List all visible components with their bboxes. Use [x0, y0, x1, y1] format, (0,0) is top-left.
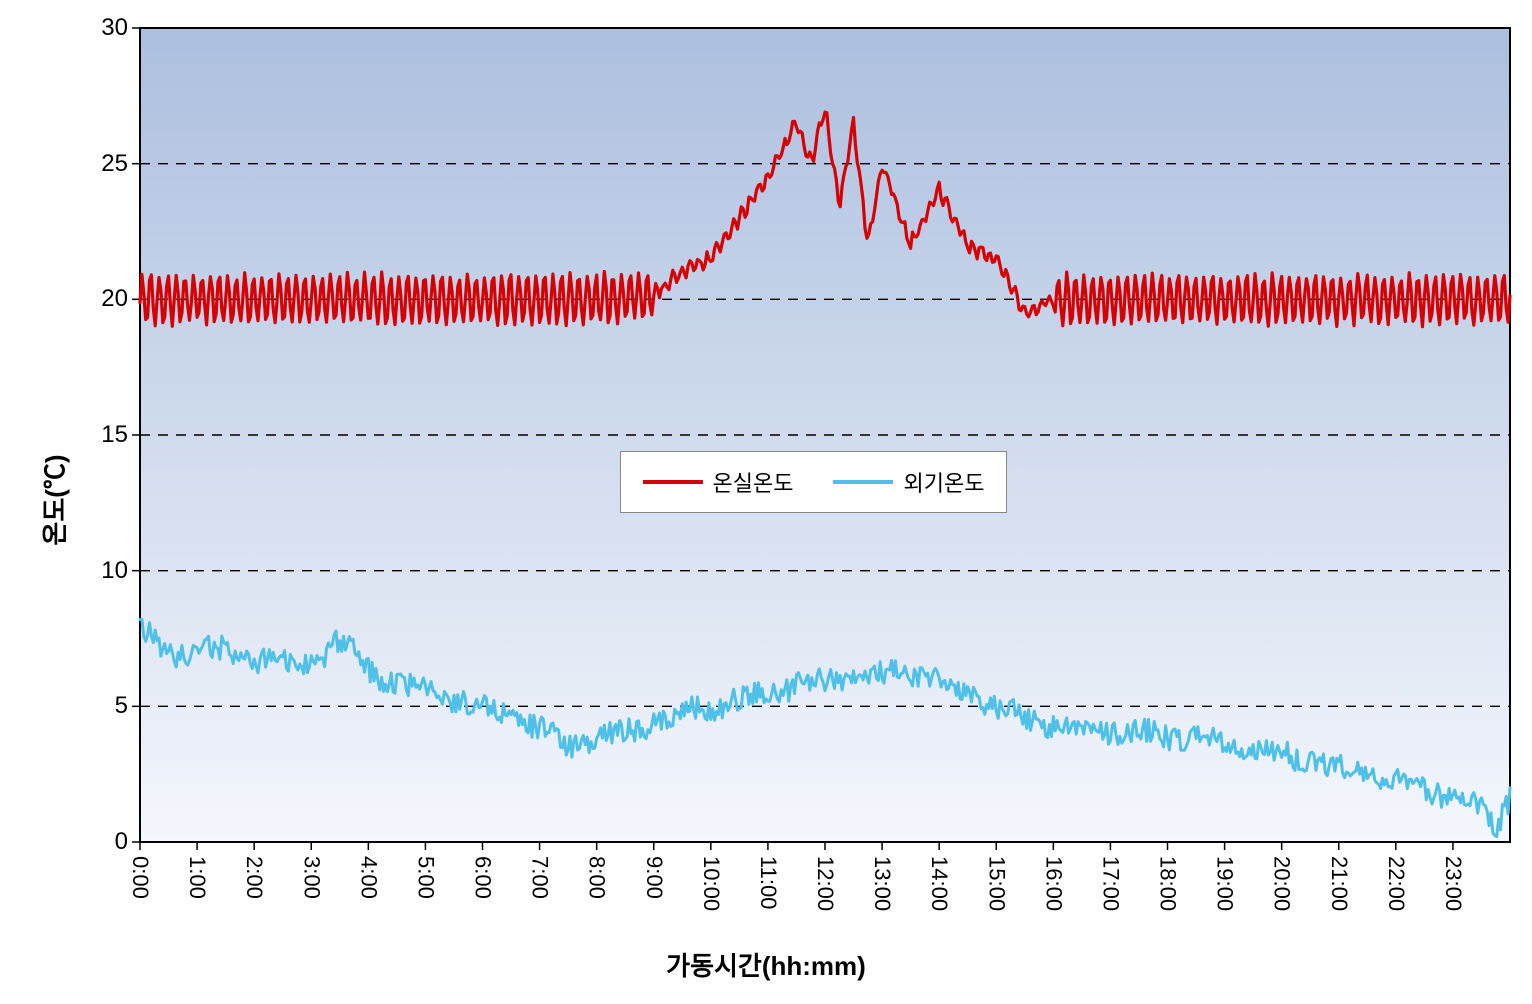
x-tick-label: 22:00: [1383, 856, 1409, 911]
x-tick-label: 16:00: [1040, 856, 1066, 911]
x-tick-label: 15:00: [983, 856, 1009, 911]
legend-item: 외기온도: [833, 466, 984, 498]
x-tick-label: 9:00: [641, 856, 667, 899]
y-tick-label: 15: [78, 421, 128, 449]
y-tick-label: 30: [78, 14, 128, 42]
x-tick-label: 10:00: [698, 856, 724, 911]
x-tick-label: 0:00: [127, 856, 153, 899]
x-tick-label: 4:00: [355, 856, 381, 899]
x-tick-label: 14:00: [926, 856, 952, 911]
x-tick-label: 19:00: [1212, 856, 1238, 911]
x-tick-label: 13:00: [869, 856, 895, 911]
x-tick-label: 5:00: [412, 856, 438, 899]
temperature-chart: 온도(℃) 가동시간(hh:mm) 온실온도 외기온도 0 5 10 15 20 25 30 0…: [0, 0, 1532, 999]
x-tick-label: 11:00: [755, 856, 781, 909]
y-tick-label: 10: [78, 557, 128, 585]
y-axis-label: 온도(℃): [35, 454, 72, 545]
x-tick-label: 23:00: [1440, 856, 1466, 911]
x-tick-label: 17:00: [1097, 856, 1123, 911]
x-tick-label: 1:00: [184, 856, 210, 899]
legend-label: 외기온도: [903, 466, 984, 498]
x-tick-label: 12:00: [812, 856, 838, 911]
x-tick-label: 8:00: [584, 856, 610, 899]
x-tick-label: 18:00: [1155, 856, 1181, 911]
legend-swatch: [643, 480, 703, 484]
x-axis-label: 가동시간(hh:mm): [0, 946, 1532, 983]
legend-item: 온실온도: [643, 466, 794, 498]
x-tick-label: 7:00: [527, 856, 553, 899]
y-tick-label: 20: [78, 285, 128, 313]
x-tick-label: 21:00: [1326, 856, 1352, 911]
y-tick-label: 0: [78, 828, 128, 856]
legend: 온실온도 외기온도: [620, 451, 1008, 513]
x-tick-label: 6:00: [470, 856, 496, 899]
legend-label: 온실온도: [713, 466, 794, 498]
y-tick-label: 5: [78, 692, 128, 720]
y-tick-label: 25: [78, 150, 128, 178]
legend-swatch: [833, 480, 893, 484]
x-tick-label: 20:00: [1269, 856, 1295, 911]
x-tick-label: 3:00: [298, 856, 324, 899]
x-tick-label: 2:00: [241, 856, 267, 899]
